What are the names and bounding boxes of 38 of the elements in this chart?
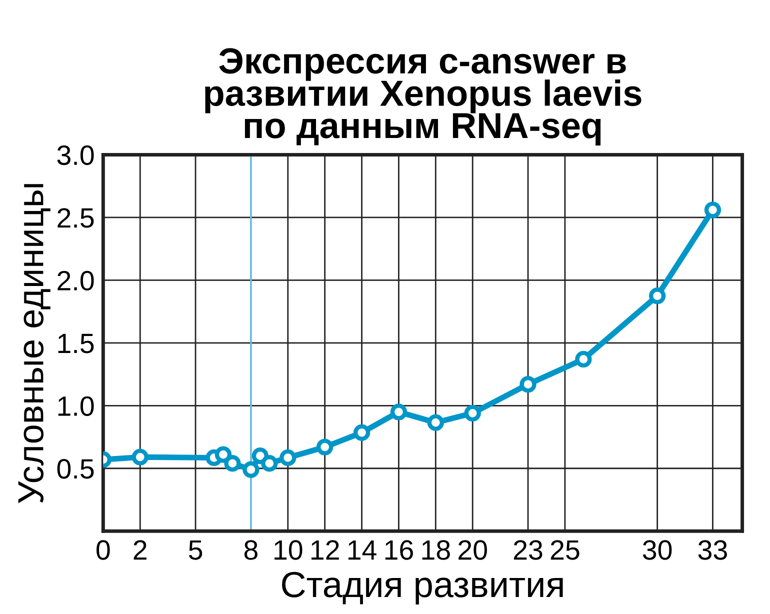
x-tick-label: 20 <box>458 540 487 560</box>
x-tick-label: 25 <box>550 540 580 560</box>
x-tick-label: 8 <box>244 540 258 560</box>
point <box>261 455 278 472</box>
y-tick-label: 1.5 <box>58 334 94 354</box>
y-tick-label: 3.0 <box>57 145 94 166</box>
x-axis-title: Стадия развития <box>282 572 563 605</box>
y-tick-label: 0.5 <box>57 459 94 479</box>
y-axis-title: Условные единицы <box>18 184 50 504</box>
point <box>704 202 722 218</box>
point <box>132 448 148 466</box>
x-tick-label: 30 <box>642 540 672 560</box>
x-tick-label: 14 <box>348 540 376 560</box>
x-tick-label: 12 <box>312 540 339 560</box>
x-tick-label: 23 <box>514 540 542 560</box>
point <box>280 449 296 466</box>
point <box>224 455 241 472</box>
y-tick-label: 2.5 <box>58 208 94 228</box>
point <box>214 446 232 463</box>
point <box>575 350 592 368</box>
point <box>648 288 666 304</box>
x-tick-label: 18 <box>422 540 450 560</box>
x-tick-label: 10 <box>274 540 302 560</box>
point <box>316 438 334 456</box>
point <box>464 404 481 422</box>
x-tick-label: 16 <box>385 540 413 560</box>
x-tick-label: 2 <box>134 540 146 560</box>
chart-title: Экспрессия c-answer в развитии Xenopus laevis по данным RNA-seq <box>205 48 642 146</box>
point <box>520 376 536 393</box>
point <box>242 461 260 478</box>
point <box>390 404 408 420</box>
y-tick-label: 1.0 <box>58 396 94 416</box>
x-tick-label: 0 <box>96 540 110 560</box>
x-tick-label: 5 <box>188 540 202 560</box>
point <box>427 414 444 431</box>
point <box>353 424 370 441</box>
x-tick-label: 33 <box>698 540 727 560</box>
y-tick-label: 2.0 <box>58 270 94 291</box>
